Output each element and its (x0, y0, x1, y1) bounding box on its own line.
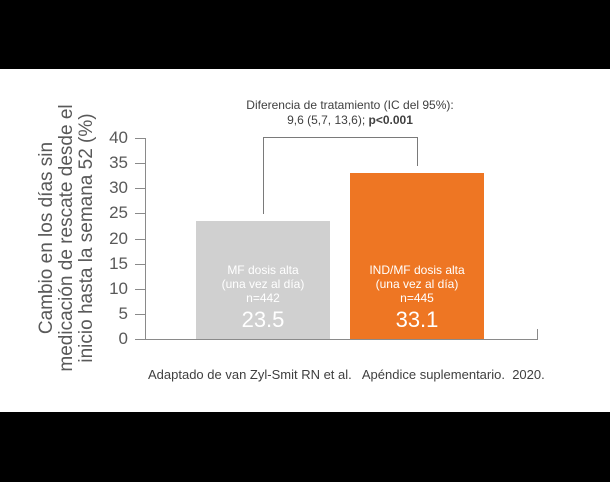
y-tick-mark (135, 138, 145, 139)
y-tick-label: 15 (109, 254, 128, 273)
annotation-p-value: p<0.001 (368, 113, 413, 127)
y-axis-line (145, 138, 146, 340)
significance-bracket-left (263, 137, 264, 214)
bar-label-line-1: MF dosis alta (227, 263, 299, 277)
y-axis-title-line-2: medicación de rescate desde el (56, 104, 77, 372)
y-tick-mark (135, 213, 145, 214)
treatment-difference-annotation: Diferencia de tratamiento (IC del 95%): … (220, 98, 480, 128)
y-tick-mark (135, 339, 145, 340)
bar-mf-high-dose: MF dosis alta (una vez al día) n=442 23.… (196, 221, 330, 339)
y-tick-label: 25 (109, 203, 128, 222)
bar-sample-size: n=445 (400, 291, 434, 305)
y-tick-mark (135, 289, 145, 290)
y-tick-mark (135, 163, 145, 164)
y-tick-label: 0 (118, 329, 128, 348)
x-axis-line (145, 339, 538, 340)
annotation-line-2: 9,6 (5,7, 13,6); p<0.001 (220, 113, 480, 128)
source-caption: Adaptado de van Zyl-Smit RN et al. Apénd… (148, 367, 545, 382)
bar-value-ind-mf: 33.1 (395, 307, 439, 332)
y-tick-label: 30 (109, 178, 128, 197)
bar-ind-mf-high-dose: IND/MF dosis alta (una vez al día) n=445… (350, 173, 484, 339)
bar-label-line-2: (una vez al día) (375, 277, 459, 291)
annotation-line-1: Diferencia de tratamiento (IC del 95%): (246, 98, 454, 112)
y-axis-title: Cambio en los días sin medicación de res… (36, 104, 97, 372)
x-axis-end-tick (537, 329, 538, 340)
y-tick-label: 35 (109, 153, 128, 172)
y-tick-label: 10 (109, 279, 128, 298)
annotation-ci: 9,6 (5,7, 13,6); (287, 113, 369, 127)
y-tick-mark (135, 239, 145, 240)
y-tick-mark (135, 188, 145, 189)
y-tick-mark (135, 314, 145, 315)
significance-bracket-top (263, 137, 418, 138)
bar-label-line-1: IND/MF dosis alta (369, 263, 465, 277)
bar-label-line-2: (una vez al día) (221, 277, 305, 291)
bar-label-mf: MF dosis alta (una vez al día) n=442 (196, 263, 330, 305)
y-tick-label: 40 (109, 128, 128, 147)
bar-value-mf: 23.5 (241, 307, 285, 332)
y-axis-title-line-3: inicio hasta la semana 52 (%) (76, 113, 97, 363)
y-axis-title-line-1: Cambio en los días sin (36, 141, 57, 335)
significance-bracket-right (417, 137, 418, 166)
bar-sample-size: n=442 (246, 291, 280, 305)
bar-label-ind-mf: IND/MF dosis alta (una vez al día) n=445 (350, 263, 484, 305)
y-tick-mark (135, 264, 145, 265)
y-tick-label: 20 (109, 229, 128, 248)
y-tick-label: 5 (118, 304, 128, 323)
